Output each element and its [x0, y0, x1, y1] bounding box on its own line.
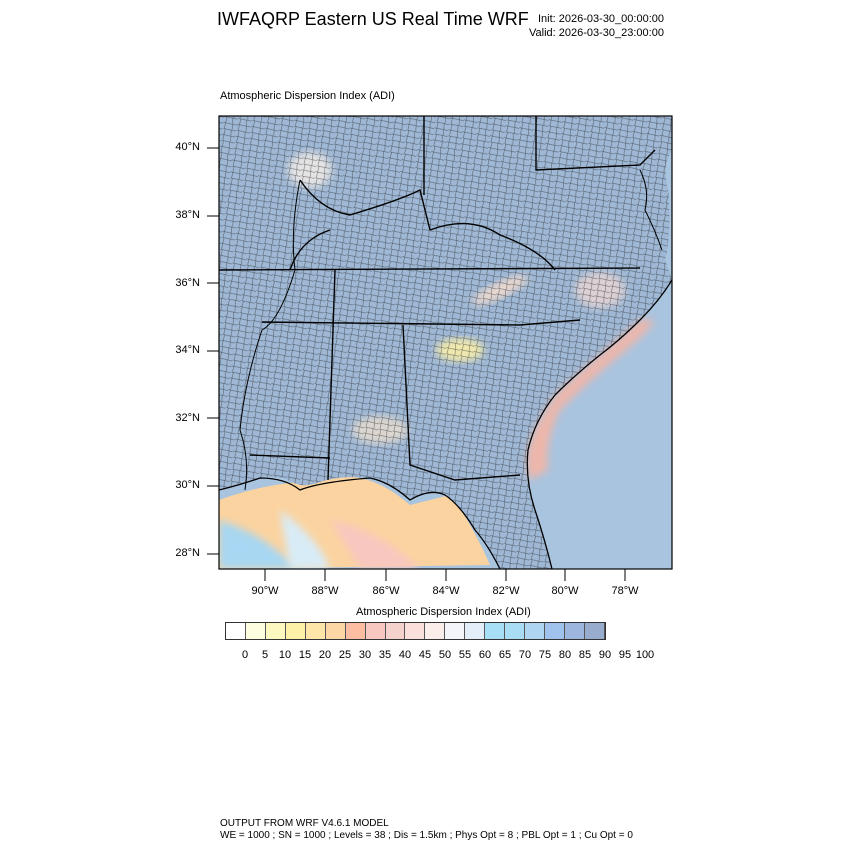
- colorbar-swatch: [465, 623, 486, 639]
- colorbar-swatch: [285, 623, 306, 639]
- colorbar-tick-label: 50: [438, 649, 452, 661]
- colorbar-swatch: [305, 623, 326, 639]
- map-frame: [218, 115, 673, 570]
- lat-label: 28°N: [175, 547, 200, 559]
- field-label: Atmospheric Dispersion Index (ADI): [220, 90, 395, 102]
- colorbar-tick-label: 80: [558, 649, 572, 661]
- lat-label: 34°N: [175, 344, 200, 356]
- lat-label: 40°N: [175, 141, 200, 153]
- colorbar-swatch: [265, 623, 286, 639]
- colorbar-swatch: [365, 623, 386, 639]
- colorbar-swatch: [445, 623, 466, 639]
- init-time: Init: 2026-03-30_00:00:00: [538, 13, 664, 25]
- lat-label: 30°N: [175, 479, 200, 491]
- land-area: [219, 116, 672, 569]
- colorbar-tick-label: 45: [418, 649, 432, 661]
- colorbar-swatch: [525, 623, 545, 639]
- colorbar-tick-label: 100: [635, 649, 655, 661]
- lon-label: 82°W: [492, 585, 520, 597]
- colorbar-tick-label: 5: [261, 649, 269, 661]
- valid-time: Valid: 2026-03-30_23:00:00: [529, 27, 664, 39]
- colorbar-swatch: [584, 623, 605, 639]
- colorbar-tick-label: 25: [338, 649, 352, 661]
- colorbar-swatch: [385, 623, 406, 639]
- colorbar-swatch: [405, 623, 426, 639]
- colorbar-title: Atmospheric Dispersion Index (ADI): [356, 606, 531, 618]
- colorbar-tick-label: 35: [378, 649, 392, 661]
- colorbar-tick-label: 85: [578, 649, 592, 661]
- lat-label: 32°N: [175, 412, 200, 424]
- colorbar-tick-label: 0: [241, 649, 249, 661]
- gulf-of-mexico: [219, 476, 490, 569]
- colorbar-swatch: [505, 623, 526, 639]
- model-settings: WE = 1000 ; SN = 1000 ; Levels = 38 ; Di…: [220, 830, 633, 841]
- colorbar-tick-label: 60: [478, 649, 492, 661]
- colorbar-tick-label: 30: [358, 649, 372, 661]
- colorbar-swatch: [245, 623, 266, 639]
- lat-label: 38°N: [175, 209, 200, 221]
- colorbar-swatch: [485, 623, 506, 639]
- colorbar-swatch: [325, 623, 346, 639]
- lat-label: 36°N: [175, 277, 200, 289]
- colorbar-tick-label: 75: [538, 649, 552, 661]
- colorbar-swatch: [545, 623, 565, 639]
- colorbar-tick-label: 10: [278, 649, 292, 661]
- colorbar-tick-label: 65: [498, 649, 512, 661]
- plot-title: IWFAQRP Eastern US Real Time WRF: [217, 9, 529, 29]
- lon-label: 90°W: [251, 585, 279, 597]
- lon-label: 78°W: [611, 585, 639, 597]
- colorbar-swatch: [564, 623, 585, 639]
- colorbar-tick-label: 90: [598, 649, 612, 661]
- lon-label: 80°W: [551, 585, 579, 597]
- lon-label: 84°W: [432, 585, 460, 597]
- lon-label: 88°W: [311, 585, 339, 597]
- state-borders: [219, 116, 656, 481]
- colorbar-swatch: [226, 623, 246, 639]
- lon-label: 86°W: [372, 585, 400, 597]
- colorbar-swatch: [425, 623, 446, 639]
- model-info: OUTPUT FROM WRF V4.6.1 MODEL: [220, 818, 389, 829]
- latitude-labels: 40°N 38°N 36°N 34°N 32°N 30°N 28°N: [170, 0, 200, 850]
- colorbar-swatch: [345, 623, 366, 639]
- ocean-area: [219, 116, 672, 569]
- colorbar-tick-label: 40: [398, 649, 412, 661]
- colorbar-tick-label: 20: [318, 649, 332, 661]
- colorbar-tick-label: 70: [518, 649, 532, 661]
- colorbar-tick-label: 55: [458, 649, 472, 661]
- colorbar-tick-label: 95: [618, 649, 632, 661]
- colorbar: [225, 622, 606, 640]
- colorbar-tick-label: 15: [298, 649, 312, 661]
